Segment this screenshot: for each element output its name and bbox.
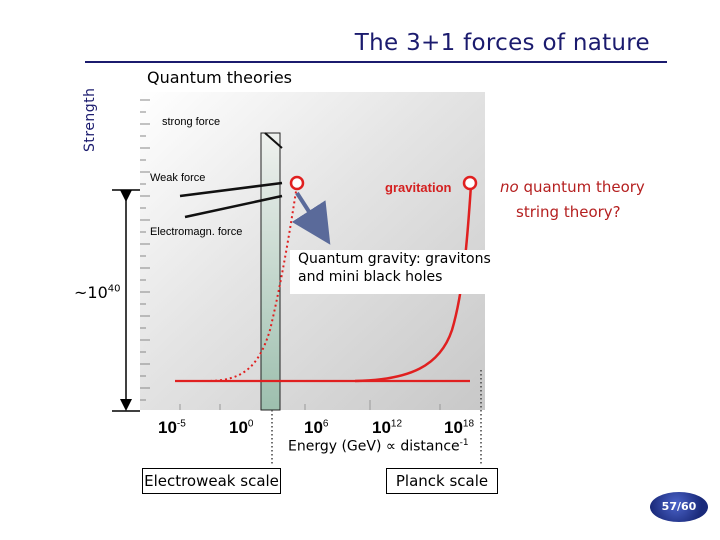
x-tick-label: 100 bbox=[229, 418, 254, 437]
gravity-unification-point-ew bbox=[289, 175, 305, 191]
planck-scale-button[interactable]: Planck scale bbox=[386, 468, 498, 494]
strength-ratio-label: ~1040 bbox=[74, 283, 121, 302]
strong-force-label: strong force bbox=[162, 116, 221, 128]
title-divider bbox=[85, 61, 667, 63]
x-tick-label: 1018 bbox=[444, 418, 475, 437]
electromagnetic-force-line bbox=[184, 194, 283, 219]
gravity-curve-solid bbox=[354, 184, 473, 383]
electromagnetic-force-label: Electromagn. force bbox=[150, 226, 243, 238]
no-quantum-theory-label: no quantum theory bbox=[500, 178, 645, 196]
electroweak-band bbox=[260, 132, 281, 411]
weak-force-label: Weak force bbox=[150, 172, 206, 184]
slide-title: The 3+1 forces of nature bbox=[354, 30, 650, 56]
y-axis-ticks bbox=[140, 99, 150, 401]
quantum-gravity-callout: Quantum gravity: gravitons and mini blac… bbox=[290, 250, 498, 294]
x-axis-ticks bbox=[179, 400, 441, 410]
quantum-gravity-arrow bbox=[291, 191, 331, 245]
strong-force-line bbox=[264, 132, 283, 149]
gravity-curve-dashed bbox=[209, 184, 298, 382]
x-tick-label: 106 bbox=[304, 418, 329, 437]
gravitation-label: gravitation bbox=[385, 180, 452, 195]
x-tick-label: 10-5 bbox=[158, 418, 186, 437]
x-tick-label: 1012 bbox=[372, 418, 403, 437]
x-axis-label: Energy (GeV) ∝ distance-1 bbox=[288, 438, 469, 455]
string-theory-label: string theory? bbox=[516, 203, 621, 221]
page-number-badge[interactable]: 57/60 bbox=[650, 492, 708, 522]
electroweak-scale-button[interactable]: Electroweak scale bbox=[142, 468, 281, 494]
weak-force-line bbox=[179, 181, 283, 198]
gravity-unification-point-planck bbox=[462, 175, 478, 191]
subtitle-quantum-theories: Quantum theories bbox=[147, 68, 293, 87]
